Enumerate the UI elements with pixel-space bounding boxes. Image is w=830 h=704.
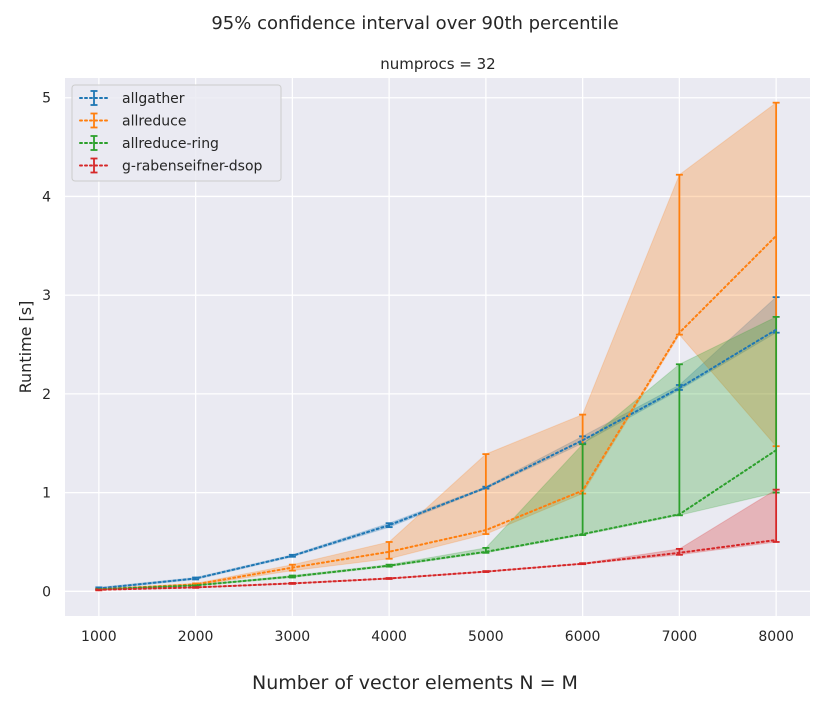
series-line-g-rabenseifner-dsop — [97, 539, 778, 591]
x-tick-label: 2000 — [178, 629, 214, 645]
x-tick-label: 4000 — [371, 629, 407, 645]
series-line-allreduce-ring — [97, 449, 778, 591]
y-tick-labels: 0 1 2 3 4 5 — [42, 91, 51, 601]
legend: allgather allreduce allreduce-ring g-rabens… — [71, 84, 282, 182]
x-tick-label: 1000 — [81, 629, 117, 645]
x-tick-label: 6000 — [565, 629, 601, 645]
legend-label: allreduce-ring — [122, 136, 219, 152]
legend-label: allgather — [122, 91, 185, 107]
y-tick-label: 0 — [42, 584, 51, 600]
x-tick-label: 7000 — [662, 629, 698, 645]
x-tick-label: 3000 — [275, 629, 311, 645]
x-tick-labels: 1000 2000 3000 4000 5000 6000 7000 8000 — [81, 629, 794, 645]
y-axis-label: Runtime [s] — [16, 301, 35, 394]
y-tick-label: 3 — [42, 288, 51, 304]
x-tick-label: 5000 — [468, 629, 504, 645]
legend-box — [71, 84, 282, 182]
y-tick-label: 1 — [42, 486, 51, 502]
y-tick-label: 2 — [42, 387, 51, 403]
y-tick-label: 4 — [42, 189, 51, 205]
series-line-allreduce — [97, 234, 778, 591]
y-tick-label: 5 — [42, 91, 51, 107]
figure-supxlabel: Number of vector elements N = M — [252, 672, 578, 694]
figure-suptitle: 95% confidence interval over 90th percen… — [211, 13, 618, 34]
legend-label: allreduce — [122, 114, 187, 130]
legend-label: g-rabenseifner-dsop — [122, 159, 263, 175]
x-tick-label: 8000 — [758, 629, 794, 645]
series-lines — [97, 234, 778, 591]
series-line-allgather — [97, 328, 778, 590]
chart-title: numprocs = 32 — [380, 55, 495, 73]
